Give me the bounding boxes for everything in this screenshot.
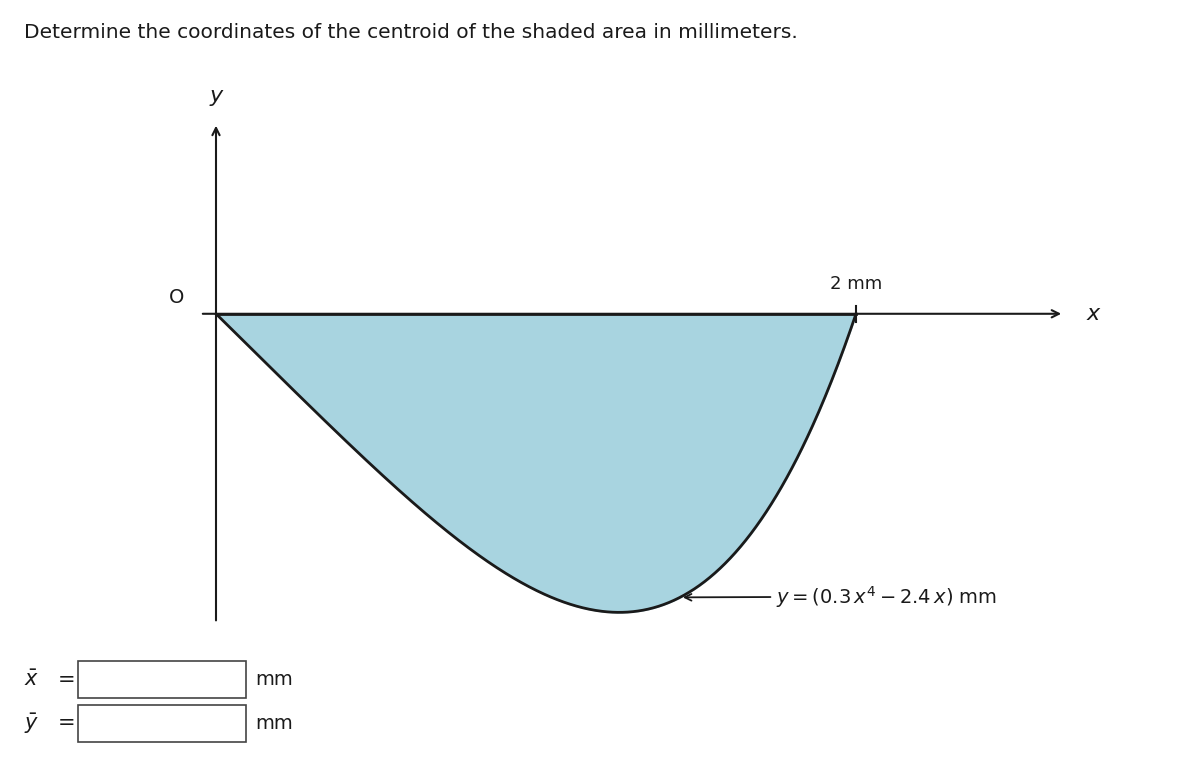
Text: O: O — [169, 288, 184, 307]
Text: mm: mm — [256, 670, 293, 689]
Text: 2 mm: 2 mm — [830, 275, 882, 293]
Text: y: y — [210, 86, 222, 106]
Text: x: x — [1086, 304, 1099, 324]
Text: =: = — [58, 713, 76, 733]
Text: =: = — [58, 670, 76, 690]
Text: $y = (0.3\, x^4 - 2.4\, x)$ mm: $y = (0.3\, x^4 - 2.4\, x)$ mm — [685, 584, 997, 610]
Text: $\bar{y}$: $\bar{y}$ — [24, 711, 40, 736]
Text: $\bar{x}$: $\bar{x}$ — [24, 670, 40, 690]
Text: Determine the coordinates of the centroid of the shaded area in millimeters.: Determine the coordinates of the centroi… — [24, 23, 798, 42]
Text: mm: mm — [256, 714, 293, 733]
